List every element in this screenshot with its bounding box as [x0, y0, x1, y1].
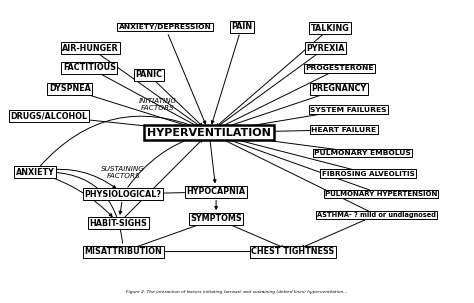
- Text: SYMPTOMS: SYMPTOMS: [190, 214, 242, 223]
- Text: FACTITIOUS: FACTITIOUS: [63, 63, 116, 72]
- Text: PYREXIA: PYREXIA: [306, 44, 345, 53]
- Text: SYSTEM FAILURES: SYSTEM FAILURES: [310, 107, 387, 112]
- Text: CHEST TIGHTNESS: CHEST TIGHTNESS: [251, 247, 334, 256]
- Text: Figure 2. The interaction of factors initiating (arrows) and sustaining (dotted : Figure 2. The interaction of factors ini…: [126, 291, 348, 295]
- Text: ANXIETY: ANXIETY: [16, 168, 55, 177]
- Text: ASTHMA- ? mild or undiagnosed: ASTHMA- ? mild or undiagnosed: [317, 212, 436, 218]
- Text: MISATTRIBUTION: MISATTRIBUTION: [84, 247, 162, 256]
- Text: PULMONARY HYPERTENSION: PULMONARY HYPERTENSION: [325, 191, 437, 197]
- Text: TALKING: TALKING: [310, 24, 349, 33]
- Text: ANXIETY/DEPRESSION: ANXIETY/DEPRESSION: [118, 24, 211, 30]
- Text: PULMONARY EMBOLUS: PULMONARY EMBOLUS: [314, 150, 411, 156]
- Text: HYPERVENTILATION: HYPERVENTILATION: [147, 128, 271, 138]
- Text: HYPOCAPNIA: HYPOCAPNIA: [187, 187, 246, 196]
- Text: PROGESTERONE: PROGESTERONE: [305, 65, 374, 72]
- Text: FIBROSING ALVEOLITIS: FIBROSING ALVEOLITIS: [321, 171, 414, 177]
- Text: HEART FAILURE: HEART FAILURE: [311, 127, 376, 133]
- Text: INITIATING
FACTORS: INITIATING FACTORS: [139, 98, 177, 111]
- Text: HABIT-SIGHS: HABIT-SIGHS: [90, 219, 147, 228]
- Text: DRUGS/ALCOHOL: DRUGS/ALCOHOL: [10, 111, 87, 120]
- Text: PANIC: PANIC: [135, 70, 162, 79]
- Text: AIR-HUNGER: AIR-HUNGER: [63, 44, 119, 53]
- Text: PAIN: PAIN: [231, 22, 252, 32]
- Text: DYSPNEA: DYSPNEA: [49, 85, 91, 94]
- Text: SUSTAINING
FACTORS: SUSTAINING FACTORS: [101, 166, 145, 178]
- Text: PREGNANCY: PREGNANCY: [311, 85, 367, 94]
- Text: PHYSIOLOGICAL?: PHYSIOLOGICAL?: [85, 190, 162, 198]
